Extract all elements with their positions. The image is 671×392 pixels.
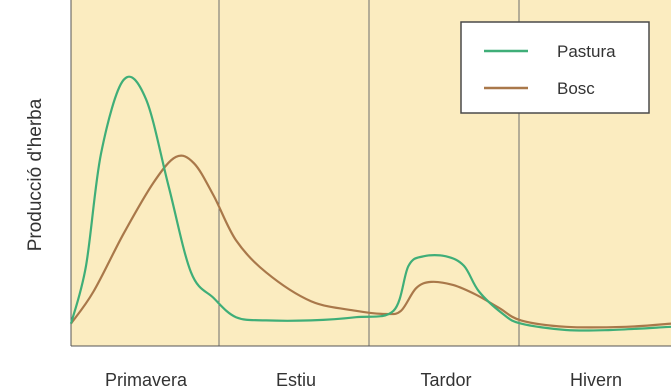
series-line-bosc — [70, 154, 671, 329]
y-axis-label: Producció d'herba — [25, 98, 46, 251]
category-label-tardor: Tardor — [420, 370, 471, 390]
series-line-pastura — [69, 75, 671, 332]
category-label-primavera: Primavera — [105, 370, 188, 390]
category-label-estiu: Estiu — [276, 370, 316, 390]
legend-label-pastura: Pastura — [557, 42, 616, 61]
legend: Pastura Bosc — [460, 21, 650, 114]
category-label-hivern: Hivern — [570, 370, 622, 390]
legend-box — [460, 21, 650, 114]
legend-label-bosc: Bosc — [557, 79, 595, 98]
